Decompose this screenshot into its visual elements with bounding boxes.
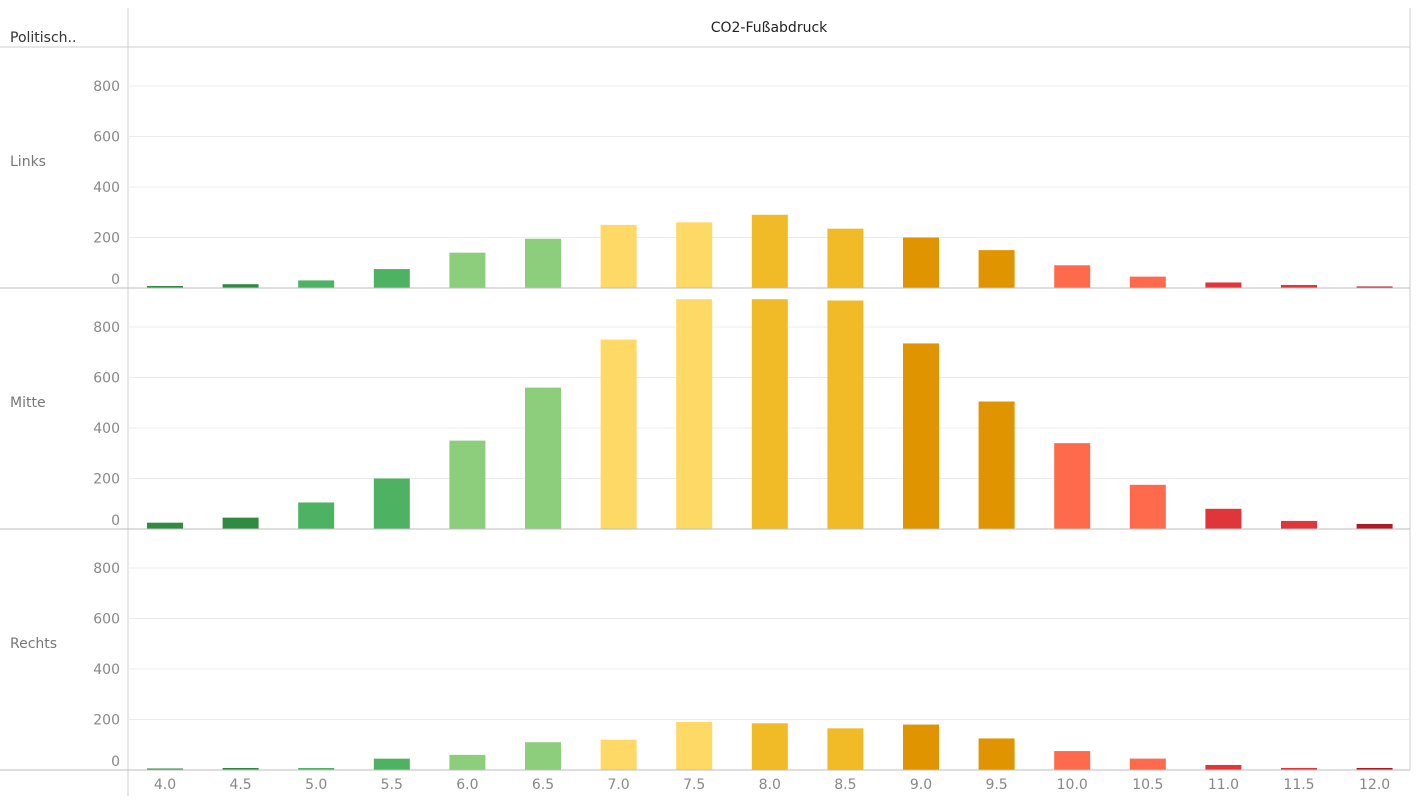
x-tick-label: 5.5 (381, 777, 403, 793)
x-tick-label: 9.0 (910, 777, 932, 793)
bar (978, 738, 1015, 770)
column-header: CO2-Fußabdruck (711, 20, 828, 36)
y-tick-label: 800 (93, 320, 120, 336)
x-tick-label: 5.0 (305, 777, 327, 793)
x-tick-label: 6.5 (532, 777, 554, 793)
bar (525, 387, 561, 529)
bar (525, 742, 561, 770)
bar (373, 758, 410, 770)
x-tick-label: 8.5 (834, 777, 856, 793)
chart-panels: 0 200 400 600 800 Links 0 200 400 600 800 Mitte 0 200… (0, 79, 1410, 771)
bar (903, 237, 939, 288)
bar (676, 299, 713, 529)
bar (1356, 523, 1393, 529)
panel-rechts: 0 200 400 600 800 Rechts (0, 561, 1410, 771)
x-tick-label: 4.5 (229, 777, 251, 793)
bar (827, 300, 864, 529)
x-tick-label: 6.0 (456, 777, 478, 793)
bar (1205, 508, 1242, 529)
bar (1356, 767, 1393, 770)
bar (1356, 286, 1393, 288)
bar (147, 285, 183, 288)
row-label-links: Links (10, 154, 46, 170)
bar (373, 478, 410, 529)
y-tick-label: 400 (93, 662, 120, 678)
bar (1054, 751, 1091, 770)
bar (449, 440, 486, 529)
bar (525, 238, 561, 288)
y-tick-label: 0 (111, 272, 120, 288)
y-tick-label: 200 (93, 231, 120, 247)
bar (827, 228, 864, 288)
panel-links: 0 200 400 600 800 Links (0, 79, 1410, 289)
panel-mitte: 0 200 400 600 800 Mitte (0, 299, 1410, 530)
bar (449, 252, 486, 288)
bar (147, 522, 183, 529)
y-tick-label: 400 (93, 421, 120, 437)
bar (978, 250, 1015, 288)
bar (1281, 284, 1317, 288)
bar (600, 739, 637, 770)
y-tick-label: 400 (93, 180, 120, 196)
row-label-rechts: Rechts (10, 636, 57, 652)
bar (373, 269, 410, 288)
x-tick-label: 12.0 (1359, 777, 1390, 793)
row-label-mitte: Mitte (10, 395, 46, 411)
y-tick-label: 600 (93, 612, 120, 628)
x-tick-label: 8.0 (759, 777, 781, 793)
x-tick-label: 4.0 (154, 777, 176, 793)
bar (600, 339, 637, 529)
bar (147, 768, 183, 770)
bar (298, 767, 335, 770)
y-tick-label: 600 (93, 130, 120, 146)
bar (1054, 443, 1091, 529)
x-axis: 4.0 4.5 5.0 5.5 6.0 6.5 7.0 7.5 8.0 8.5 9.0 9.5 10.0… (154, 777, 1390, 793)
bar (298, 502, 335, 529)
bar (1281, 520, 1317, 529)
y-tick-label: 0 (111, 754, 120, 770)
bar (978, 401, 1015, 529)
bar (1129, 758, 1166, 770)
bar (751, 214, 788, 288)
bar (1205, 282, 1242, 288)
bar (600, 224, 637, 288)
chart-frame (0, 8, 1411, 796)
x-tick-label: 10.0 (1057, 777, 1088, 793)
bar (903, 343, 939, 529)
row-header: Politisch.. (10, 30, 76, 46)
x-tick-label: 9.5 (985, 777, 1007, 793)
bar (676, 722, 713, 770)
x-tick-label: 10.5 (1132, 777, 1163, 793)
bar (222, 517, 259, 529)
bar (1129, 484, 1166, 529)
bar (1129, 276, 1166, 288)
y-tick-label: 800 (93, 561, 120, 577)
bar (1205, 764, 1242, 770)
bar (222, 284, 259, 288)
bar (1281, 767, 1317, 770)
x-tick-label: 11.5 (1283, 777, 1314, 793)
bar (751, 723, 788, 770)
y-tick-label: 200 (93, 713, 120, 729)
x-tick-label: 7.0 (607, 777, 629, 793)
bar (676, 222, 713, 288)
y-tick-label: 800 (93, 79, 120, 95)
x-tick-label: 7.5 (683, 777, 705, 793)
bar (903, 724, 939, 770)
bar (449, 754, 486, 770)
y-tick-label: 200 (93, 472, 120, 488)
y-tick-label: 600 (93, 371, 120, 387)
bar (1054, 265, 1091, 288)
bar (751, 299, 788, 529)
y-tick-label: 0 (111, 513, 120, 529)
bar (222, 767, 259, 770)
x-tick-label: 11.0 (1208, 777, 1239, 793)
bar (298, 280, 335, 288)
bar (827, 728, 864, 770)
